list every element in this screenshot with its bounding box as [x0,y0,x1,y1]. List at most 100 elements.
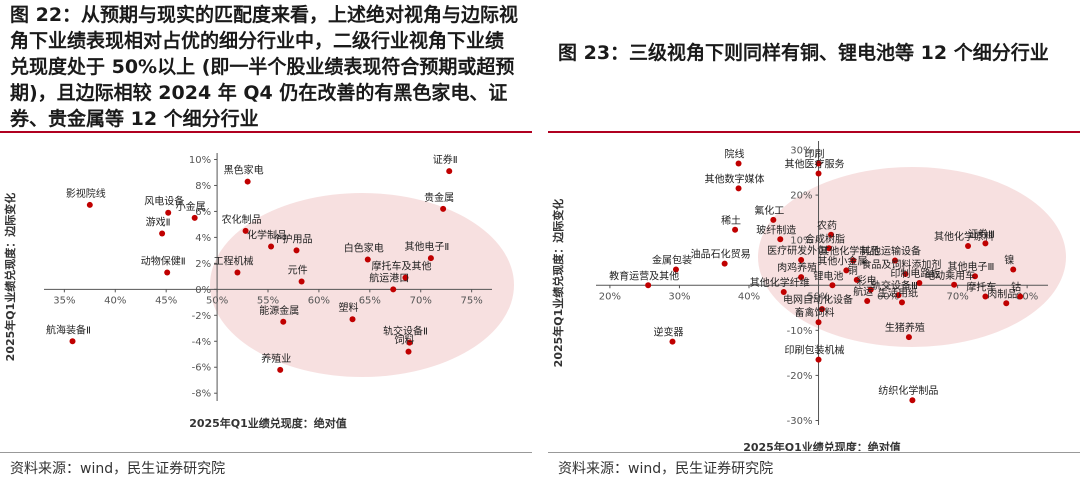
data-point-label: 航运港口 [369,271,409,284]
data-point-label: 养殖业 [261,352,291,365]
x-tick-label: 80% [1016,291,1038,302]
right-scatter-chart: 20% 30% 40% 50% 60% 70% 80% -30% -20% -10% 10% 20% 3… [551,141,1066,451]
data-point [798,257,805,264]
data-point-label: 电网自动化设备 [783,293,853,306]
data-point [829,282,836,289]
data-point [69,338,76,345]
right-source-divider [548,452,1080,453]
data-point [982,293,989,300]
left-figure-title: 图 22：从预期与现实的匹配度来看，上述绝对视角与边际视角下业绩表现相对占优的细… [10,4,519,130]
data-point [735,160,742,167]
data-point [853,276,860,283]
data-point [777,236,784,243]
data-point [280,318,287,325]
x-tick-label: 70% [410,295,432,306]
data-point-label: 肉制品 [987,287,1017,300]
data-point [982,240,989,247]
data-point-label: 锂电池 [813,269,843,282]
data-point-label: 其他数字媒体 [705,172,765,185]
left-title-divider [0,131,532,133]
data-point-label: 证券Ⅲ [968,227,995,240]
data-point [405,348,412,355]
data-point-label: 合成树脂 [805,232,845,245]
y-tick-label: 4% [195,233,211,244]
x-tick-label: 50% [206,295,228,306]
data-point-label: 畜禽饲料 [795,306,835,319]
x-tick-label: 20% [599,291,621,302]
data-point [165,209,172,216]
data-point-label: 其他医疗服务 [785,157,845,170]
data-point-label: 玻纤制造 [756,223,796,236]
data-point [440,205,447,212]
x-tick-label: 45% [155,295,177,306]
y-tick-label: 8% [195,181,211,192]
y-axis-title: 2025年Q1业绩兑现度：边际变化 [551,199,565,368]
right-figure-panel: 图 23：三级视角下则同样有铜、锂电池等 12 个细分行业 20% 30% 40% 5… [548,0,1080,484]
data-point [867,286,874,293]
data-point-label: 纺织化学制品 [878,384,938,397]
data-point [86,201,93,208]
highlight-ellipse [758,167,1066,347]
data-point-label: 航运 [853,285,873,298]
data-point [721,260,728,267]
data-point-label: 工程机械 [213,254,253,267]
data-point-label: 钴 [1011,282,1021,294]
data-point-label: 化学制品 [247,228,287,241]
data-point-label: 农化制品 [222,213,262,226]
data-point [364,256,371,263]
x-tick-label: 75% [461,295,483,306]
data-point [843,267,850,274]
data-point-label: 印刷包装机械 [785,344,845,357]
data-point-label: 印制电路板 [890,267,940,280]
data-point [298,278,305,285]
x-tick-label: 65% [359,295,381,306]
data-point-label: 证券Ⅱ [433,153,458,166]
data-point-label: 其他电子Ⅲ [948,260,995,273]
data-point [825,245,832,252]
data-point [293,247,300,254]
data-point [732,226,739,233]
y-tick-label: 20% [790,191,812,202]
y-tick-label: -2% [192,311,211,322]
data-point [951,281,958,288]
data-point [828,231,835,238]
x-tick-label: 70% [946,291,968,302]
data-point-label: 风电设备 [144,195,184,208]
data-point-label: 镍 [1004,253,1014,266]
data-point [902,270,909,277]
y-tick-label: 10% [790,236,812,247]
data-point [159,230,166,237]
data-point-label: 生猪养殖 [885,321,925,334]
data-point-label: 氟化工 [754,204,784,217]
y-tick-label: 0% [195,285,211,296]
x-tick-label: 40% [738,291,760,302]
data-point-label: 彩电 [857,274,877,287]
data-point [815,356,822,363]
y-tick-label: 2% [195,259,211,270]
data-point [780,289,787,296]
data-point-label: 其他化学制品 [819,244,879,257]
data-point [819,306,825,313]
x-axis-title: 2025年Q1业绩兑现度：绝对值 [743,440,901,451]
data-point-label: 摩托车及其他 [371,260,431,273]
y-tick-label: -8% [192,389,211,400]
x-tick-label: 50% [807,291,829,302]
data-point-label: 摩托车 [966,281,996,294]
y-tick-label: 30% [790,146,812,157]
data-point-label: 油品石化贸易 [691,248,751,261]
right-title-divider [548,131,1080,133]
x-axis-title: 2025年Q1业绩兑现度：绝对值 [189,416,347,430]
data-point [277,366,284,373]
x-tick-label: 60% [877,291,899,302]
y-tick-label: -20% [787,371,813,382]
data-point [1017,293,1024,300]
data-point-label: 其他电子Ⅱ [404,240,449,253]
data-point-label: 生活用纸 [878,286,918,299]
data-point [892,257,899,264]
y-axis-title: 2025年Q1业绩兑现度：边际变化 [3,193,17,362]
data-point [349,316,356,323]
left-source-note: 资料来源：wind，民生证券研究院 [10,461,226,477]
data-point [164,269,171,276]
data-point [735,185,742,192]
data-point [191,214,198,221]
